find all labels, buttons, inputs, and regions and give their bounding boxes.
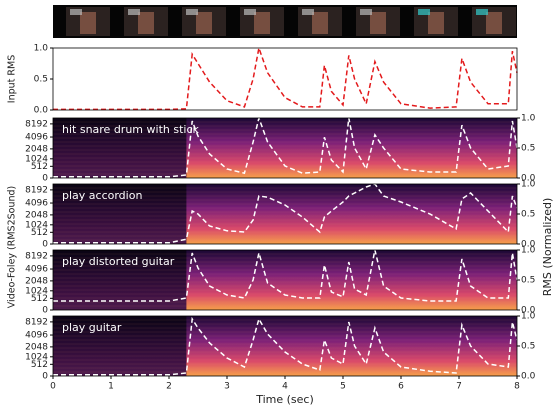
left-axis-title: Video-Foley (RMS2Sound): [7, 186, 18, 308]
rms-line: [53, 115, 518, 178]
rms-tick-label: 0.0: [521, 306, 536, 316]
axes-frame: [52, 117, 518, 179]
y-tick-label: 1.0: [34, 44, 49, 54]
spectrogram-quiet: [53, 184, 187, 244]
rms-tick-label: 0.0: [521, 240, 536, 250]
axes-frame: [52, 47, 518, 111]
x-tick-label: 4: [282, 382, 288, 392]
rms-tick-label: 1.0: [521, 114, 536, 124]
freq-tick-label: 2048: [25, 210, 48, 220]
freq-tick-label: 4096: [25, 199, 48, 209]
x-tick-label: 2: [166, 382, 172, 392]
freq-tick-label: 0: [42, 240, 48, 250]
freq-tick-label: 8192: [25, 119, 48, 129]
rms-tick-label: 0.5: [521, 276, 535, 286]
freq-tick-label: 0: [42, 174, 48, 184]
rms-line: [53, 316, 518, 376]
axes-frame: [52, 249, 518, 311]
freq-tick-label: 1024: [25, 220, 48, 230]
freq-tick-label: 0: [42, 372, 48, 382]
frame-detail: [254, 12, 270, 34]
panel-label: play distorted guitar: [62, 255, 175, 268]
freq-tick-label: 0: [42, 306, 48, 316]
freq-tick-label: 4096: [25, 133, 48, 143]
freq-tick-label: 1024: [25, 286, 48, 296]
freq-tick-label: 1024: [25, 154, 48, 164]
freq-tick-label: 2048: [25, 276, 48, 286]
freq-tick-label: 8192: [25, 317, 48, 327]
freq-tick-label: 8192: [25, 185, 48, 195]
x-tick-label: 5: [340, 382, 346, 392]
freq-tick-label: 8192: [25, 251, 48, 261]
x-tick-label: 0: [50, 382, 56, 392]
y-axis-title: Input RMS: [7, 55, 18, 103]
freq-tick-label: 4096: [25, 331, 48, 341]
rms-tick-label: 0.5: [521, 342, 535, 352]
freq-tick-label: 4096: [25, 265, 48, 275]
right-axis-title: RMS (Normalized): [541, 198, 554, 297]
panel-label: hit snare drum with stick: [62, 123, 199, 136]
x-tick-label: 1: [108, 382, 114, 392]
axes-frame: [52, 183, 518, 245]
frame-detail: [360, 9, 372, 15]
freq-tick-label: 512: [31, 294, 48, 304]
rms-line: [53, 249, 518, 302]
freq-tick-label: 2048: [25, 342, 48, 352]
freq-tick-label: 512: [31, 228, 48, 238]
x-tick-label: 8: [514, 382, 520, 392]
spectrogram-quiet: [53, 118, 187, 178]
spectrogram-quiet: [53, 316, 187, 376]
spectrogram-quiet: [53, 250, 187, 310]
frame-detail: [186, 9, 198, 15]
freq-tick-label: 2048: [25, 144, 48, 154]
rms-tick-label: 0.5: [521, 210, 535, 220]
frame-detail: [418, 9, 430, 15]
rms-tick-label: 0.0: [521, 372, 536, 382]
x-tick-label: 6: [398, 382, 404, 392]
frame-detail: [370, 12, 386, 34]
freq-tick-label: 1024: [25, 352, 48, 362]
frame-detail: [138, 12, 154, 34]
x-axis-title: Time (sec): [255, 393, 314, 406]
rms-tick-label: 1.0: [521, 180, 536, 190]
frame-detail: [80, 12, 96, 34]
video-frames: [66, 7, 516, 36]
frame-detail: [244, 9, 256, 15]
rms-tick-label: 1.0: [521, 312, 536, 322]
x-tick-label: 3: [224, 382, 230, 392]
frame-detail: [428, 12, 444, 34]
frame-detail: [312, 12, 328, 34]
frame-detail: [196, 12, 212, 34]
plot-area: [53, 48, 517, 110]
y-tick-label: 0.5: [34, 75, 48, 85]
rms-tick-label: 0.0: [521, 174, 536, 184]
frame-detail: [128, 9, 140, 15]
frame-detail: [486, 12, 502, 34]
frame-detail: [70, 9, 82, 15]
frame-detail: [302, 9, 314, 15]
rms-line: [53, 183, 518, 244]
rms-tick-label: 1.0: [521, 246, 536, 256]
freq-tick-label: 512: [31, 162, 48, 172]
panel-label: play accordion: [62, 189, 142, 202]
x-tick-label: 7: [456, 382, 462, 392]
frame-detail: [476, 9, 488, 15]
panel-label: play guitar: [62, 321, 122, 334]
rms-line: [53, 45, 518, 111]
y-tick-label: 0.0: [34, 106, 49, 116]
rms-tick-label: 0.5: [521, 144, 535, 154]
freq-tick-label: 512: [31, 360, 48, 370]
